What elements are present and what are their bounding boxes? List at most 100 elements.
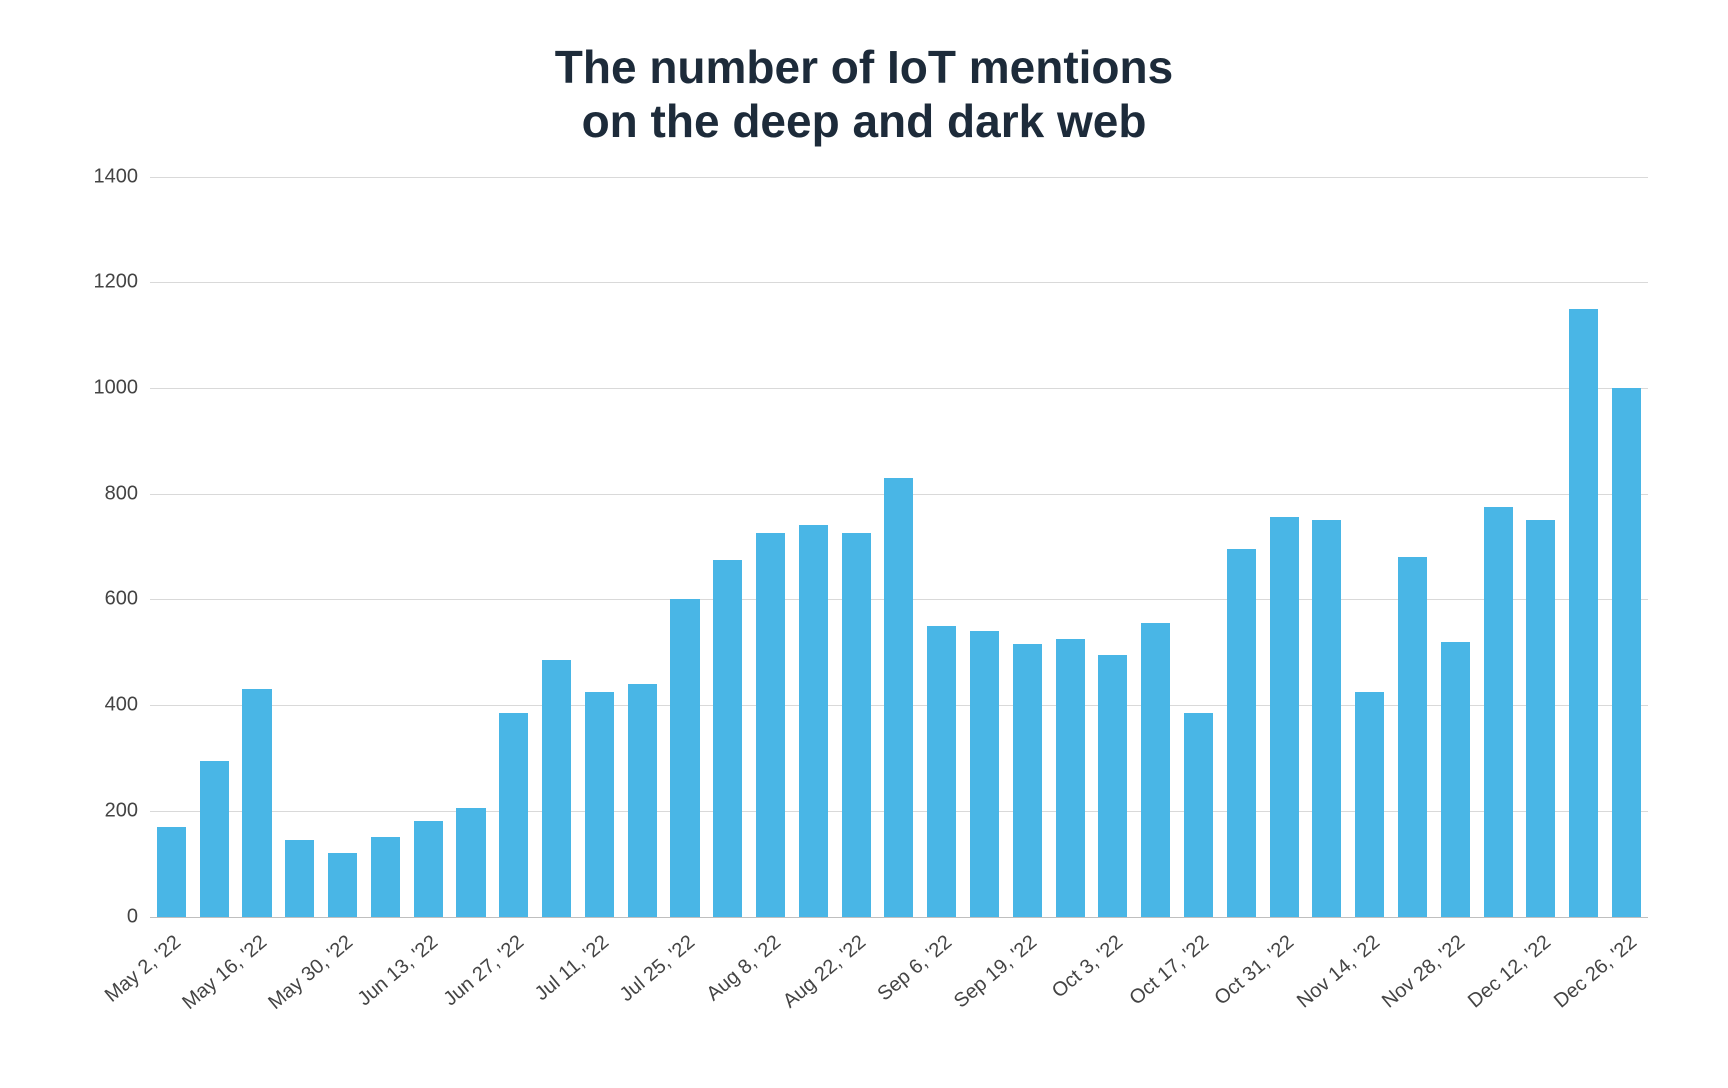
bar-slot xyxy=(1306,177,1349,917)
bar xyxy=(371,837,400,916)
bar-slot xyxy=(1006,177,1049,917)
bar-slot xyxy=(236,177,279,917)
y-tick-label: 600 xyxy=(105,588,138,611)
chart-title: The number of IoT mentions on the deep a… xyxy=(80,40,1648,149)
x-tick-label: Oct 3, '22 xyxy=(1048,931,1128,1003)
y-tick-label: 1400 xyxy=(94,165,139,188)
bar-slot xyxy=(193,177,236,917)
y-tick-label: 200 xyxy=(105,799,138,822)
bar-slot xyxy=(150,177,193,917)
x-tick-label: Sep 6, '22 xyxy=(873,931,956,1006)
bar-slot xyxy=(1049,177,1092,917)
bar xyxy=(1184,713,1213,917)
x-tick-label: Jul 11, '22 xyxy=(531,931,614,1006)
x-tick-label: Aug 8, '22 xyxy=(702,931,785,1006)
bar-slot xyxy=(1562,177,1605,917)
bar xyxy=(884,478,913,917)
x-tick-label: Nov 14, '22 xyxy=(1293,931,1385,1013)
bar xyxy=(1098,655,1127,917)
bar xyxy=(970,631,999,916)
bar-slot xyxy=(278,177,321,917)
bar-slot xyxy=(878,177,921,917)
bar-slot xyxy=(792,177,835,917)
bar-slot xyxy=(321,177,364,917)
bar xyxy=(842,533,871,916)
x-tick-label: Oct 17, '22 xyxy=(1125,931,1213,1010)
y-tick-label: 1200 xyxy=(94,271,139,294)
bar xyxy=(1569,309,1598,917)
bar xyxy=(1312,520,1341,916)
bar-slot xyxy=(1220,177,1263,917)
bar xyxy=(756,533,785,916)
bar xyxy=(200,761,229,917)
bar-slot xyxy=(835,177,878,917)
bar xyxy=(628,684,657,917)
y-tick-label: 800 xyxy=(105,482,138,505)
bar-slot xyxy=(1391,177,1434,917)
bar xyxy=(585,692,614,917)
bar xyxy=(670,599,699,916)
x-tick-label: May 2, '22 xyxy=(101,931,186,1008)
y-axis: 0200400600800100012001400 xyxy=(80,177,150,917)
x-tick-label: Sep 19, '22 xyxy=(950,931,1042,1013)
bar xyxy=(242,689,271,916)
x-tick-label: Dec 12, '22 xyxy=(1464,931,1556,1013)
bar xyxy=(499,713,528,917)
bar xyxy=(1013,644,1042,916)
bar xyxy=(1484,507,1513,917)
bar-slot xyxy=(364,177,407,917)
y-tick-label: 0 xyxy=(127,905,138,928)
bar-slot xyxy=(706,177,749,917)
bar xyxy=(1526,520,1555,916)
bar xyxy=(328,853,357,916)
bar xyxy=(456,808,485,916)
bar-slot xyxy=(1434,177,1477,917)
x-tick-label: Jun 13, '22 xyxy=(354,931,443,1011)
bar xyxy=(1227,549,1256,916)
bar xyxy=(1441,642,1470,917)
bar xyxy=(799,525,828,916)
bar xyxy=(927,626,956,917)
bar xyxy=(1612,388,1641,917)
bar-slot xyxy=(749,177,792,917)
bar-slot xyxy=(1477,177,1520,917)
bar-slot xyxy=(450,177,493,917)
bar xyxy=(157,827,186,917)
bar xyxy=(1355,692,1384,917)
y-tick-label: 400 xyxy=(105,694,138,717)
plot-area: 0200400600800100012001400 xyxy=(80,177,1648,917)
bar xyxy=(1141,623,1170,916)
x-axis: May 2, '22May 16, '22May 30, '22Jun 13, … xyxy=(150,917,1648,1087)
bar-slot xyxy=(1177,177,1220,917)
bar-slot xyxy=(664,177,707,917)
chart-title-line1: The number of IoT mentions xyxy=(555,41,1173,93)
bar xyxy=(1398,557,1427,916)
bar xyxy=(713,560,742,917)
bar xyxy=(414,821,443,916)
bar-slot xyxy=(1520,177,1563,917)
x-tick-label: May 16, '22 xyxy=(178,931,272,1015)
bars-region xyxy=(150,177,1648,917)
bar xyxy=(285,840,314,917)
bar-slot xyxy=(578,177,621,917)
x-tick-label: Dec 26, '22 xyxy=(1550,931,1642,1013)
chart-title-line2: on the deep and dark web xyxy=(582,95,1147,147)
bar-slot xyxy=(407,177,450,917)
bar-slot xyxy=(963,177,1006,917)
x-tick-label: Jul 25, '22 xyxy=(616,931,700,1007)
bar xyxy=(542,660,571,916)
bar-slot xyxy=(1134,177,1177,917)
bar-slot xyxy=(1348,177,1391,917)
bar-slot xyxy=(920,177,963,917)
bar-slot xyxy=(1263,177,1306,917)
bar-slot xyxy=(535,177,578,917)
y-tick-label: 1000 xyxy=(94,376,139,399)
bar-slot xyxy=(492,177,535,917)
x-tick-label: Oct 31, '22 xyxy=(1211,931,1299,1010)
bar-slot xyxy=(1605,177,1648,917)
x-tick-label: Aug 22, '22 xyxy=(779,931,871,1013)
x-tick-label: Nov 28, '22 xyxy=(1378,931,1470,1013)
bar xyxy=(1056,639,1085,917)
x-tick-label: May 30, '22 xyxy=(264,931,358,1015)
bar xyxy=(1270,517,1299,916)
